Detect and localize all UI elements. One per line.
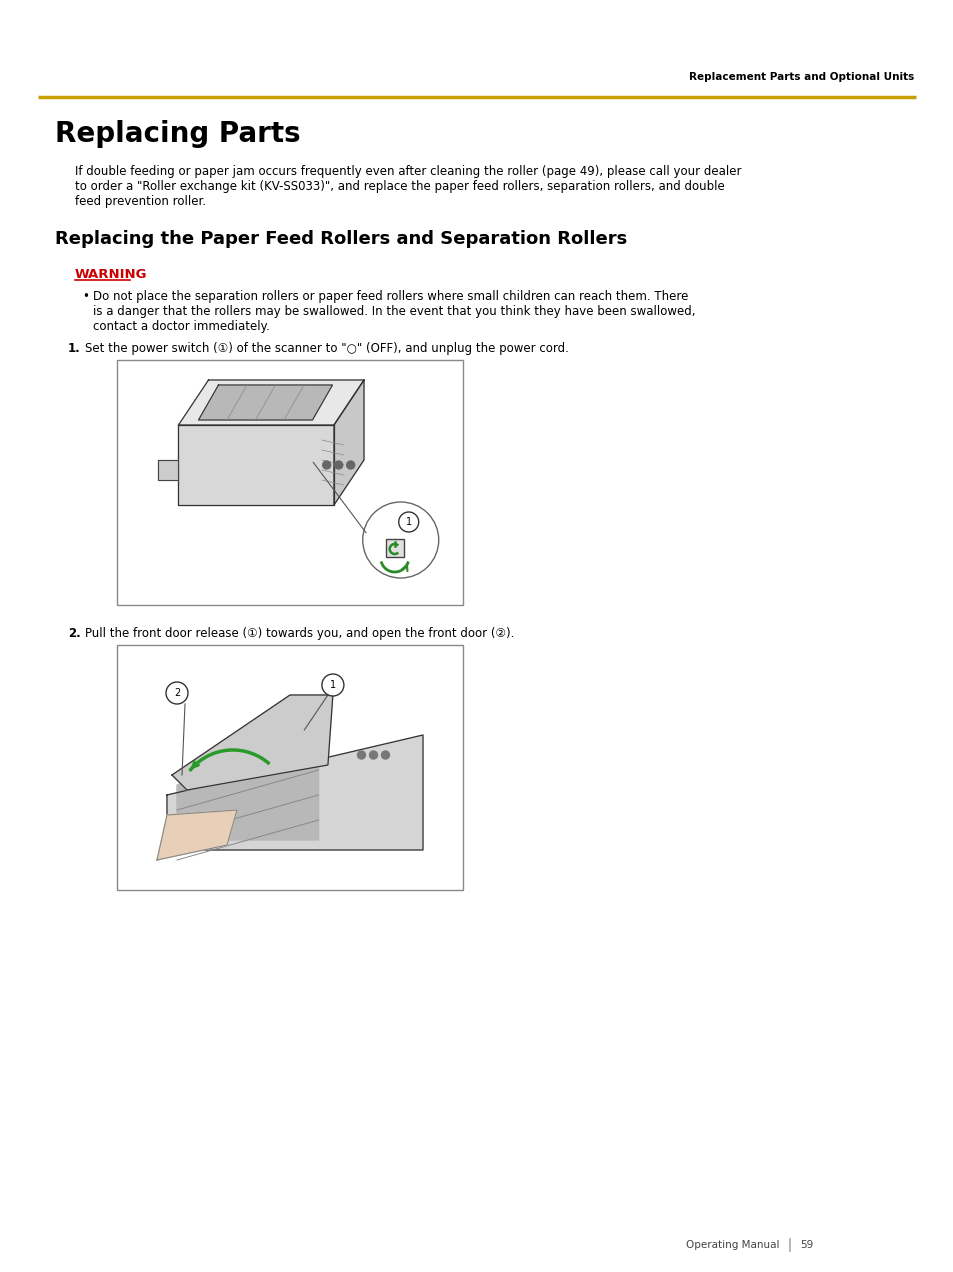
Text: 59: 59 xyxy=(800,1240,812,1250)
Polygon shape xyxy=(178,380,364,425)
Circle shape xyxy=(369,750,377,759)
Text: to order a "Roller exchange kit (KV-SS033)", and replace the paper feed rollers,: to order a "Roller exchange kit (KV-SS03… xyxy=(75,181,724,193)
Text: 1: 1 xyxy=(330,681,335,689)
Text: Replacing Parts: Replacing Parts xyxy=(55,120,300,148)
Text: 2.: 2. xyxy=(68,627,81,640)
Polygon shape xyxy=(334,380,364,505)
Polygon shape xyxy=(172,695,333,790)
Circle shape xyxy=(362,502,438,577)
Text: feed prevention roller.: feed prevention roller. xyxy=(75,195,206,209)
Text: 1.: 1. xyxy=(68,342,81,355)
Circle shape xyxy=(166,682,188,703)
Text: If double feeding or paper jam occurs frequently even after cleaning the roller : If double feeding or paper jam occurs fr… xyxy=(75,165,740,178)
Text: Do not place the separation rollers or paper feed rollers where small children c: Do not place the separation rollers or p… xyxy=(92,290,688,303)
Text: Replacing the Paper Feed Rollers and Separation Rollers: Replacing the Paper Feed Rollers and Sep… xyxy=(55,230,626,248)
Circle shape xyxy=(346,460,355,469)
Bar xyxy=(385,539,403,557)
Text: 1: 1 xyxy=(405,516,412,527)
Text: WARNING: WARNING xyxy=(75,268,148,281)
Text: 2: 2 xyxy=(173,688,180,698)
Polygon shape xyxy=(157,810,236,860)
Text: contact a doctor immediately.: contact a doctor immediately. xyxy=(92,321,270,333)
Text: Operating Manual: Operating Manual xyxy=(686,1240,780,1250)
Text: Replacement Parts and Optional Units: Replacement Parts and Optional Units xyxy=(688,73,913,81)
Circle shape xyxy=(321,674,343,696)
Circle shape xyxy=(322,460,331,469)
Circle shape xyxy=(398,513,418,532)
Text: Pull the front door release (①) towards you, and open the front door (②).: Pull the front door release (①) towards … xyxy=(85,627,514,640)
Text: •: • xyxy=(82,290,89,303)
Polygon shape xyxy=(158,460,178,480)
Polygon shape xyxy=(167,735,422,850)
Polygon shape xyxy=(178,425,334,505)
Polygon shape xyxy=(177,735,318,840)
Circle shape xyxy=(357,750,365,759)
Text: Set the power switch (①) of the scanner to "○" (OFF), and unplug the power cord.: Set the power switch (①) of the scanner … xyxy=(85,342,568,355)
Bar xyxy=(117,645,462,890)
Bar xyxy=(117,360,462,605)
Circle shape xyxy=(335,460,342,469)
Polygon shape xyxy=(198,385,333,420)
Text: is a danger that the rollers may be swallowed. In the event that you think they : is a danger that the rollers may be swal… xyxy=(92,305,695,318)
Circle shape xyxy=(381,750,389,759)
